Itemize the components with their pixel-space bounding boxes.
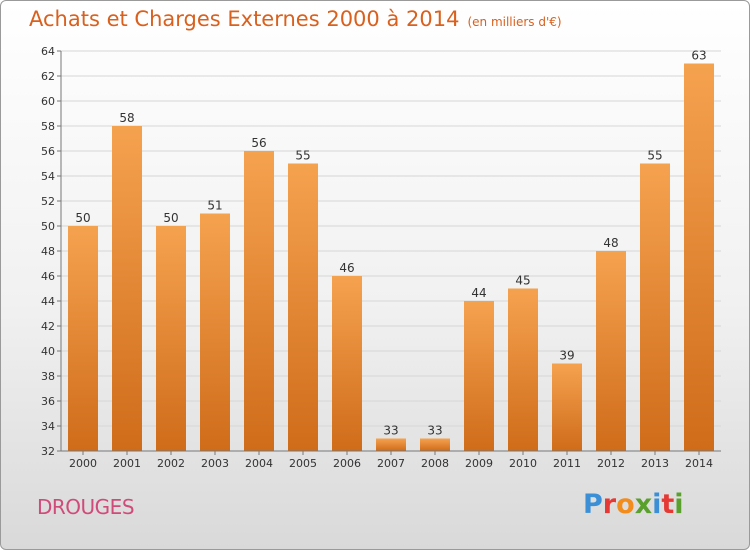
x-tick-label: 2006 xyxy=(333,457,361,470)
bar xyxy=(200,213,230,451)
y-tick-label: 56 xyxy=(41,145,55,158)
bar xyxy=(244,151,274,451)
x-tick-label: 2007 xyxy=(377,457,405,470)
y-tick-label: 42 xyxy=(41,320,55,333)
y-tick-label: 62 xyxy=(41,70,55,83)
y-tick-label: 32 xyxy=(41,445,55,458)
data-label: 46 xyxy=(339,261,354,275)
data-label: 58 xyxy=(119,111,134,125)
y-tick-label: 52 xyxy=(41,195,55,208)
bar xyxy=(68,226,98,451)
x-tick-label: 2001 xyxy=(113,457,141,470)
x-tick-label: 2002 xyxy=(157,457,185,470)
y-tick-label: 58 xyxy=(41,120,55,133)
place-name: DROUGES xyxy=(37,495,135,519)
y-tick-label: 50 xyxy=(41,220,55,233)
data-label: 33 xyxy=(427,424,442,438)
bar xyxy=(640,163,670,451)
bar xyxy=(552,363,582,451)
data-label: 63 xyxy=(691,49,706,63)
data-label: 56 xyxy=(251,136,266,150)
x-tick-label: 2010 xyxy=(509,457,537,470)
bar xyxy=(464,301,494,451)
data-label: 50 xyxy=(163,211,178,225)
x-tick-label: 2003 xyxy=(201,457,229,470)
y-tick-label: 54 xyxy=(41,170,55,183)
y-tick-label: 46 xyxy=(41,270,55,283)
data-label: 33 xyxy=(383,424,398,438)
logo-letter: i xyxy=(674,489,684,520)
logo-letter: x xyxy=(634,489,653,520)
bar xyxy=(508,288,538,451)
y-tick-label: 48 xyxy=(41,245,55,258)
chart-title: Achats et Charges Externes 2000 à 2014 (e… xyxy=(29,7,562,31)
logo-letter: r xyxy=(602,489,617,520)
x-tick-label: 2011 xyxy=(553,457,581,470)
data-label: 44 xyxy=(471,286,486,300)
x-tick-label: 2012 xyxy=(597,457,625,470)
bar xyxy=(596,251,626,451)
x-tick-label: 2004 xyxy=(245,457,273,470)
x-tick-label: 2005 xyxy=(289,457,317,470)
x-tick-label: 2014 xyxy=(685,457,713,470)
logo-letter: o xyxy=(616,489,635,520)
chart-title-text: Achats et Charges Externes 2000 à 2014 xyxy=(29,7,460,31)
x-tick-label: 2009 xyxy=(465,457,493,470)
bar xyxy=(156,226,186,451)
x-tick-label: 2013 xyxy=(641,457,669,470)
y-tick-label: 38 xyxy=(41,370,55,383)
y-tick-label: 40 xyxy=(41,345,55,358)
data-label: 39 xyxy=(559,349,574,363)
data-label: 48 xyxy=(603,236,618,250)
y-tick-label: 34 xyxy=(41,420,55,433)
y-tick-label: 44 xyxy=(41,295,55,308)
bar xyxy=(684,63,714,451)
labels: 32 34 36 38 40 42 44 46 48 50 52 54 56 58 60 62 64 50 2000… xyxy=(41,45,713,470)
bars xyxy=(68,63,714,451)
data-label: 50 xyxy=(75,211,90,225)
logo-letter: i xyxy=(652,489,662,520)
data-label: 55 xyxy=(647,149,662,163)
data-label: 45 xyxy=(515,274,530,288)
x-tick-label: 2000 xyxy=(69,457,97,470)
y-tick-label: 36 xyxy=(41,395,55,408)
data-label: 51 xyxy=(207,199,222,213)
logo-letter: t xyxy=(661,489,675,520)
x-tick-label: 2008 xyxy=(421,457,449,470)
bar xyxy=(376,438,406,451)
logo-letter: P xyxy=(583,489,603,520)
y-tick-label: 64 xyxy=(41,45,55,58)
data-label: 55 xyxy=(295,149,310,163)
axes xyxy=(57,50,721,455)
bar xyxy=(112,126,142,451)
bar xyxy=(420,438,450,451)
y-tick-label: 60 xyxy=(41,95,55,108)
proxiti-logo: Proxiti xyxy=(583,489,684,520)
bar xyxy=(332,276,362,451)
chart-subtitle: (en milliers d'€) xyxy=(467,15,562,29)
bar xyxy=(288,163,318,451)
